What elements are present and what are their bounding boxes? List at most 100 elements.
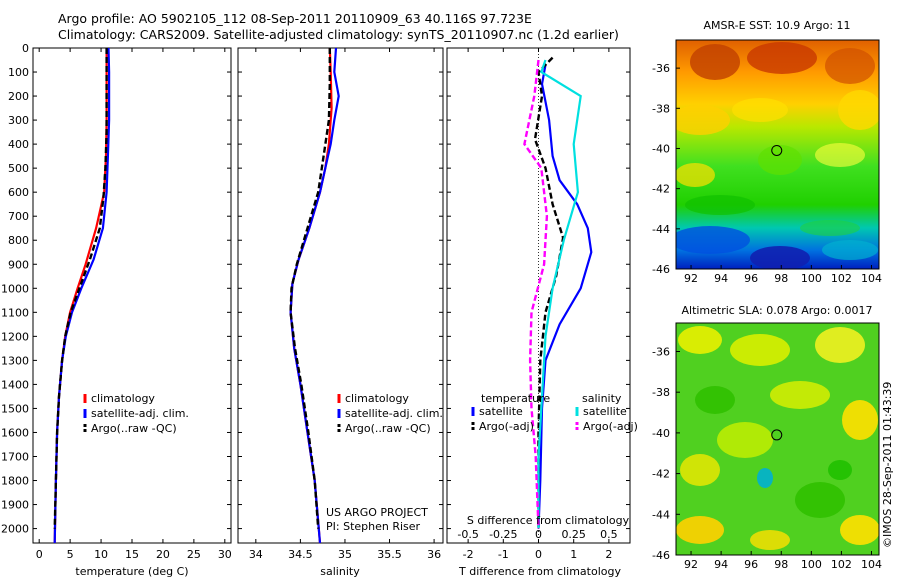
map-x-tick-label: 96 (744, 272, 758, 285)
series-line-satellite-adj-clim- (53, 47, 111, 544)
y-tick-label: 0 (22, 42, 29, 55)
y-tick-label: 1400 (1, 378, 29, 391)
map-x-tick-label: 96 (744, 558, 758, 571)
legend-entry: Argo(..raw -QC) (91, 422, 177, 435)
imos-stamp: ©IMOS 28-Sep-2011 01:43:39 (881, 382, 894, 548)
legend-title-temperature: temperature (481, 392, 550, 405)
y-tick-label: 200 (8, 90, 29, 103)
map-x-tick-label: 94 (714, 272, 728, 285)
legend-entry: satellite (583, 405, 627, 418)
x-tick-label: -2 (463, 548, 474, 561)
y-tick-label: 700 (8, 210, 29, 223)
y-tick-label: 400 (8, 138, 29, 151)
legend-entry: climatology (345, 392, 409, 405)
top-tick-label: -0.5 (457, 528, 478, 541)
map-y-tick-label: -46 (652, 263, 670, 276)
temperature-xlabel: temperature (deg C) (75, 565, 188, 578)
y-tick-label: 600 (8, 186, 29, 199)
y-tick-label: 1000 (1, 282, 29, 295)
legend-entry: satellite-adj. clim. (91, 407, 189, 420)
map-y-tick-label: -38 (652, 386, 670, 399)
y-tick-label: 1200 (1, 330, 29, 343)
y-tick-label: 1300 (1, 354, 29, 367)
map-y-tick-label: -42 (652, 468, 670, 481)
legend-entry: climatology (91, 392, 155, 405)
map-y-tick-label: -38 (652, 102, 670, 115)
legend-entry: Argo(-adj) (583, 420, 638, 433)
top-tick-label: -0.25 (489, 528, 517, 541)
legend-title-salinity: salinity (582, 392, 622, 405)
map-x-tick-label: 94 (714, 558, 728, 571)
temperature-axes (32, 47, 232, 544)
y-tick-label: 1500 (1, 402, 29, 415)
sla-heatmap (676, 323, 879, 555)
map-y-tick-label: -44 (652, 223, 670, 236)
y-tick-label: 1600 (1, 426, 29, 439)
series-line-salinity-argo-adj- (523, 59, 549, 529)
pi-label: PI: Stephen Riser (326, 520, 421, 533)
map-x-tick-label: 98 (774, 272, 788, 285)
sst-argo-marker (771, 144, 783, 156)
series-line-climatology (289, 47, 333, 544)
top-tick-label: 0 (535, 528, 542, 541)
s-difference-label: S difference from climatology (467, 514, 630, 527)
x-tick-label: 15 (125, 548, 139, 561)
salinity-xlabel: salinity (320, 565, 360, 578)
series-line-temperature-satellite (537, 64, 593, 529)
series-line-climatology (53, 48, 108, 544)
x-tick-label: 35 (338, 548, 352, 561)
y-tick-label: 1800 (1, 475, 29, 488)
x-tick-label: 0 (36, 548, 43, 561)
map-x-tick-label: 102 (831, 272, 852, 285)
map-x-tick-label: 104 (861, 272, 882, 285)
x-tick-label: 25 (187, 548, 201, 561)
legend-entry: Argo(-adj) (479, 420, 534, 433)
project-label: US ARGO PROJECT (326, 506, 428, 519)
y-tick-label: 300 (8, 114, 29, 127)
top-tick-label: 0.25 (561, 528, 586, 541)
y-tick-label: 800 (8, 234, 29, 247)
y-tick-label: 1700 (1, 450, 29, 463)
legend-entry: satellite-adj. clim. (345, 407, 443, 420)
map-x-tick-label: 92 (684, 558, 698, 571)
map-y-tick-label: -40 (652, 142, 670, 155)
header: Argo profile: AO 5902105_112 08-Sep-2011… (58, 11, 619, 43)
sla-title: Altimetric SLA: 0.078 Argo: 0.0017 (681, 304, 872, 317)
x-tick-label: 0 (535, 548, 542, 561)
map-y-tick-label: -44 (652, 508, 670, 521)
series-line-argo-raw-qc- (53, 48, 108, 529)
series-line-temperature-argo-adj- (533, 56, 565, 529)
x-tick-label: 20 (156, 548, 170, 561)
legend-entry: satellite (479, 405, 523, 418)
x-tick-label: 2 (605, 548, 612, 561)
y-tick-label: 500 (8, 162, 29, 175)
map-x-tick-label: 104 (861, 558, 882, 571)
map-y-tick-label: -46 (652, 549, 670, 562)
sst-title: AMSR-E SST: 10.9 Argo: 11 (703, 19, 850, 32)
map-x-tick-label: 92 (684, 272, 698, 285)
x-tick-label: 35.5 (377, 548, 402, 561)
y-tick-label: 900 (8, 258, 29, 271)
series-line-argo-raw-qc- (289, 48, 331, 529)
x-tick-label: 36 (427, 548, 441, 561)
sla-argo-marker (771, 429, 783, 441)
map-x-tick-label: 100 (801, 558, 822, 571)
top-tick-label: 0.5 (600, 528, 618, 541)
map-x-tick-label: 100 (801, 272, 822, 285)
y-tick-label: 1100 (1, 306, 29, 319)
legend-entry: Argo(..raw -QC) (345, 422, 431, 435)
map-y-tick-label: -40 (652, 427, 670, 440)
series-line-salinity-satellite (537, 59, 582, 529)
profile-title: Argo profile: AO 5902105_112 08-Sep-2011… (58, 11, 532, 26)
difference-xlabel: T difference from climatology (458, 565, 621, 578)
y-tick-label: 100 (8, 66, 29, 79)
x-tick-label: -1 (498, 548, 509, 561)
sst-heatmap (676, 40, 879, 269)
x-tick-label: 5 (67, 548, 74, 561)
salinity-axes (237, 47, 444, 544)
map-x-tick-label: 98 (774, 558, 788, 571)
map-x-tick-label: 102 (831, 558, 852, 571)
map-y-tick-label: -42 (652, 183, 670, 196)
y-tick-label: 2000 (1, 523, 29, 536)
